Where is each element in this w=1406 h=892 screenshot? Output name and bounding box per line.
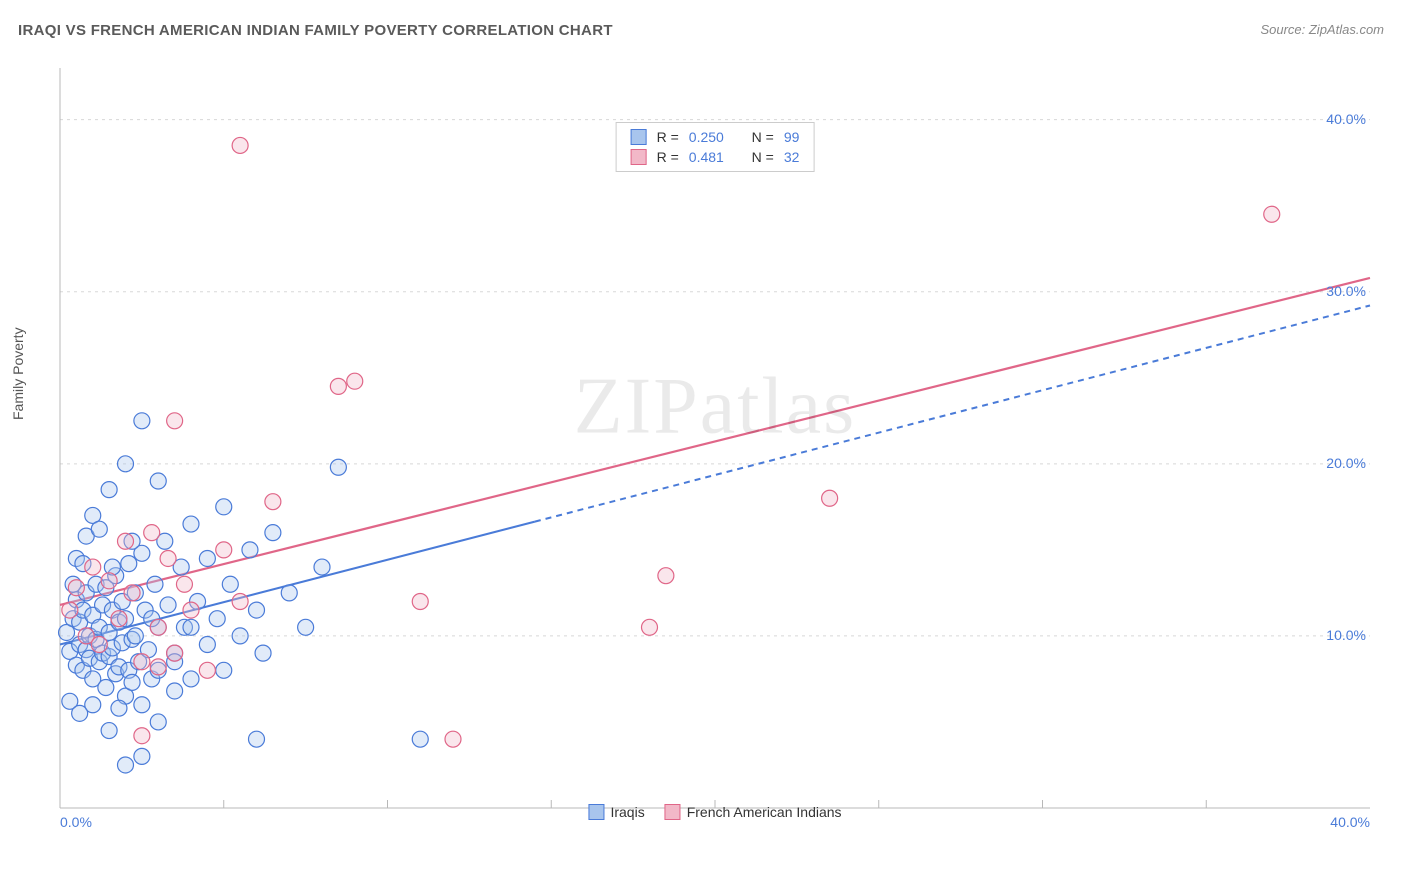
legend-r-label-2: R = — [657, 149, 679, 165]
chart-source: Source: ZipAtlas.com — [1260, 22, 1384, 37]
legend-bottom-swatch-1 — [665, 804, 681, 820]
legend-r-value-1: 0.250 — [689, 129, 724, 145]
legend-n-label-1: N = — [752, 129, 774, 145]
axis-tick-label: 20.0% — [1326, 455, 1366, 471]
legend-bottom-item-0: Iraqis — [588, 804, 644, 820]
legend-n-value-1: 99 — [784, 129, 800, 145]
legend-correlation-box: R = 0.250 N = 99 R = 0.481 N = 32 — [616, 122, 815, 172]
y-axis-label: Family Poverty — [10, 327, 26, 420]
legend-n-value-2: 32 — [784, 149, 800, 165]
legend-row-series-2: R = 0.481 N = 32 — [631, 147, 800, 167]
legend-series-box: Iraqis French American Indians — [588, 804, 841, 820]
scatter-chart-svg — [50, 60, 1380, 830]
legend-swatch-1 — [631, 129, 647, 145]
chart-plot-area: ZIPatlas R = 0.250 N = 99 R = 0.481 N = … — [50, 60, 1380, 830]
legend-bottom-label-0: Iraqis — [610, 804, 644, 820]
axis-tick-label: 10.0% — [1326, 627, 1366, 643]
axis-tick-label: 30.0% — [1326, 283, 1366, 299]
legend-r-value-2: 0.481 — [689, 149, 724, 165]
legend-r-label-1: R = — [657, 129, 679, 145]
legend-n-label-2: N = — [752, 149, 774, 165]
legend-row-series-1: R = 0.250 N = 99 — [631, 127, 800, 147]
legend-bottom-label-1: French American Indians — [687, 804, 842, 820]
axis-tick-label: 0.0% — [60, 814, 92, 830]
axis-tick-label: 40.0% — [1330, 814, 1370, 830]
legend-bottom-item-1: French American Indians — [665, 804, 842, 820]
axis-tick-label: 40.0% — [1326, 111, 1366, 127]
chart-title: IRAQI VS FRENCH AMERICAN INDIAN FAMILY P… — [18, 22, 613, 39]
legend-bottom-swatch-0 — [588, 804, 604, 820]
legend-swatch-2 — [631, 149, 647, 165]
